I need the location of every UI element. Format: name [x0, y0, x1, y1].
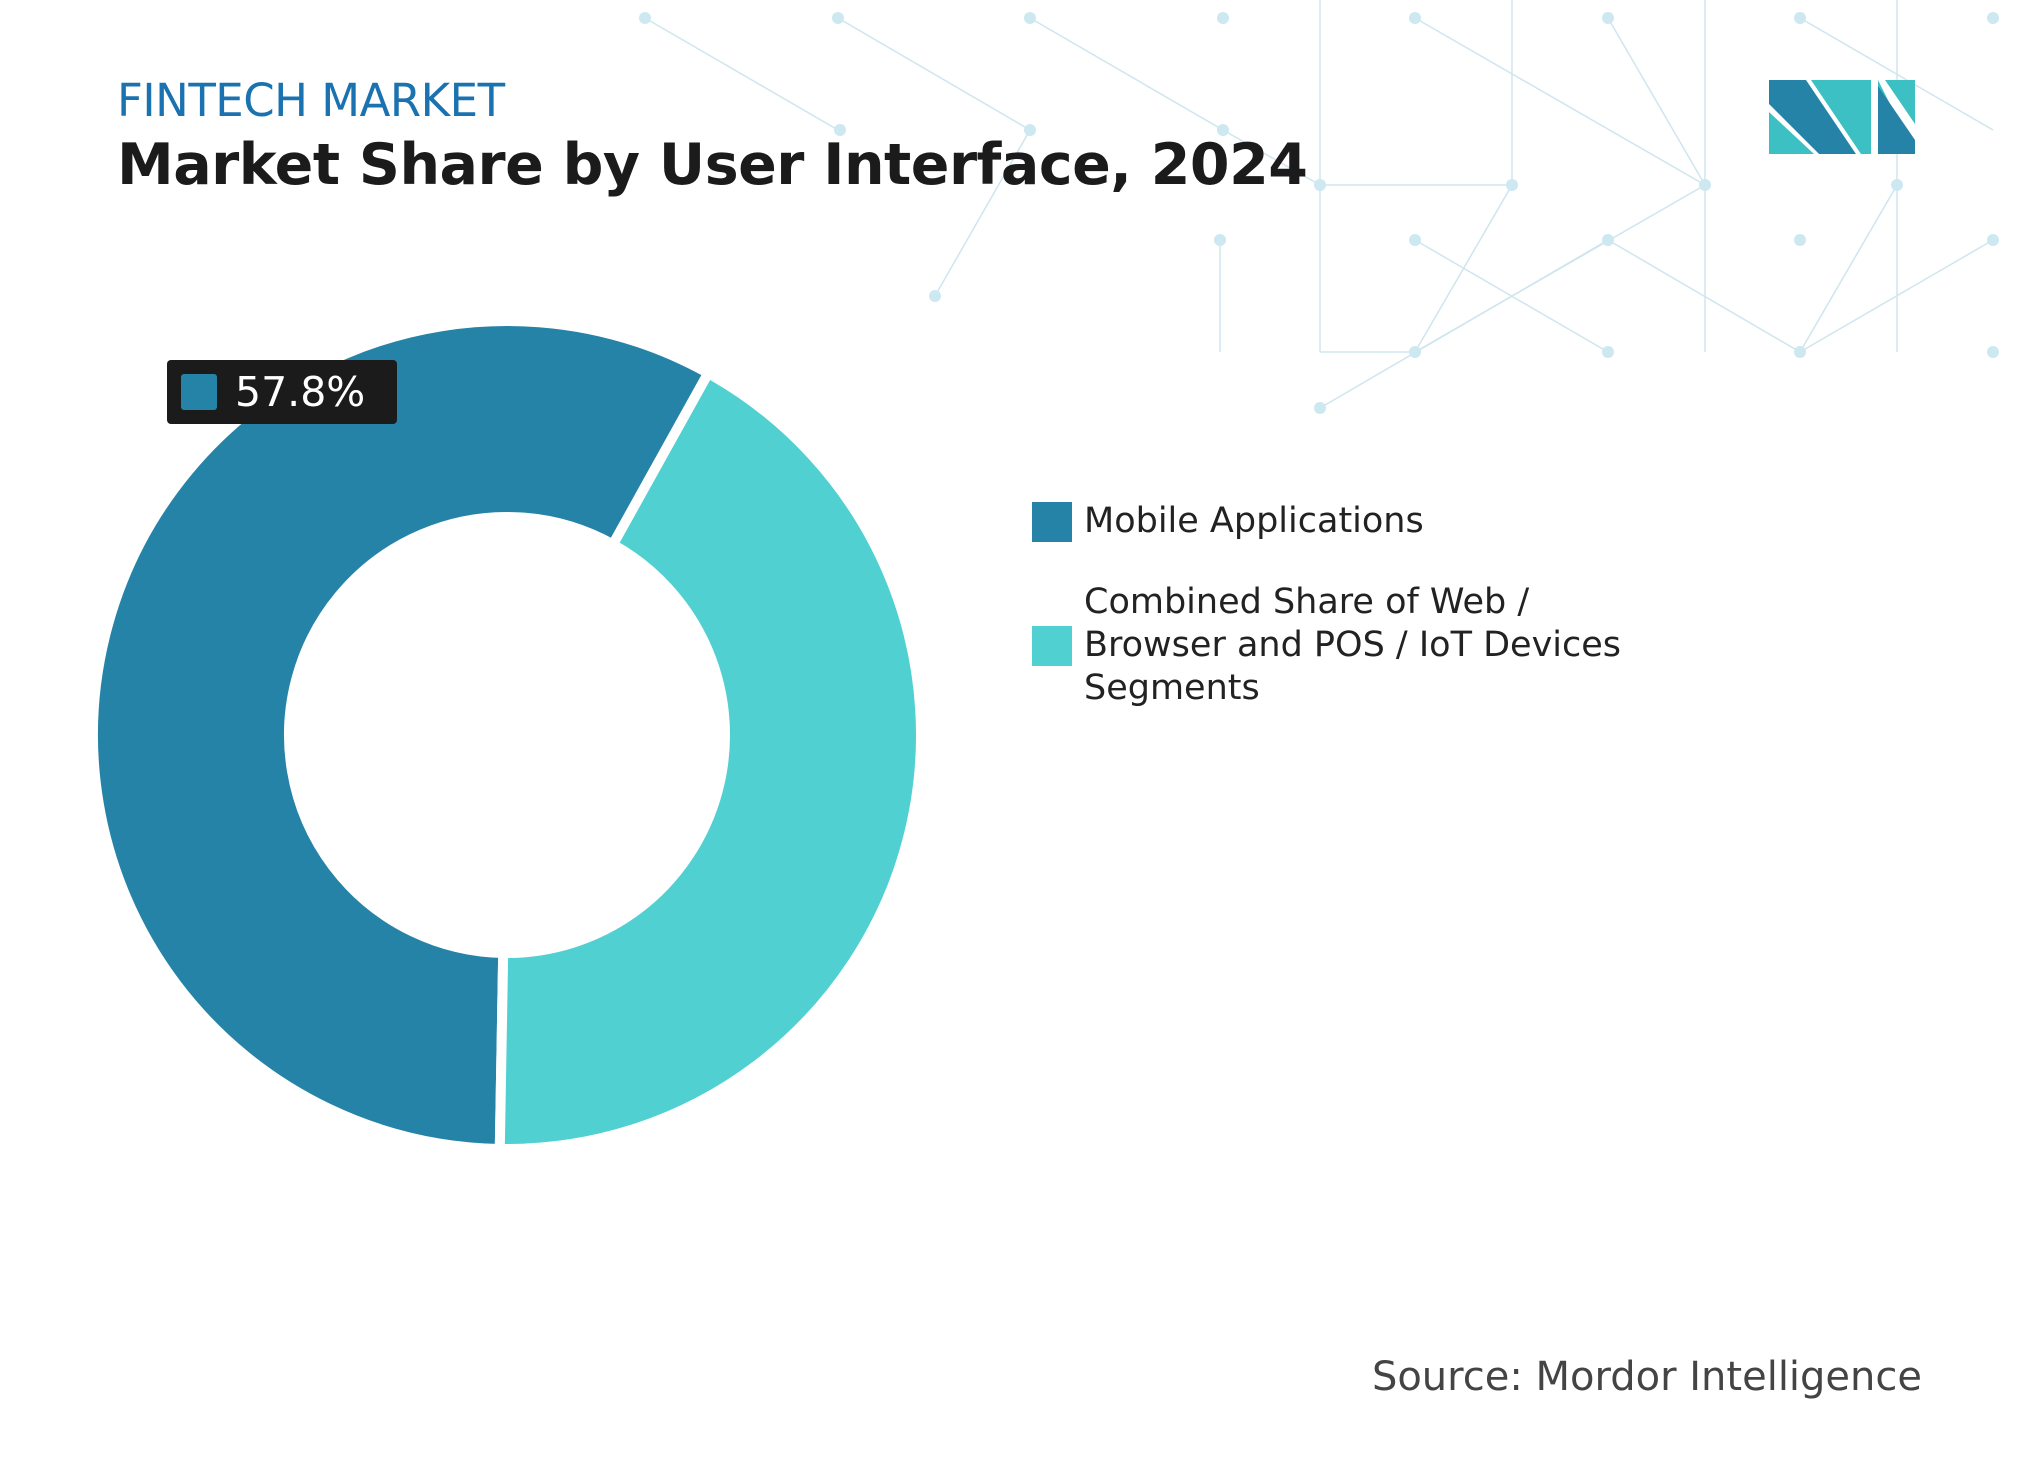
pattern-line: [1414, 17, 1706, 186]
legend-swatch: [1032, 625, 1072, 666]
donut-slice[interactable]: [88, 316, 716, 1155]
pattern-dot: [1314, 402, 1326, 414]
pattern-dot: [1314, 179, 1326, 191]
legend-item[interactable]: Mobile Applications: [1032, 500, 1644, 543]
pattern-dot: [1987, 12, 1999, 24]
source-note: Source: Mordor Intelligence: [1371, 1354, 1922, 1400]
pattern-dot: [1506, 179, 1518, 191]
pattern-dot: [1217, 124, 1229, 136]
chart-kicker: FINTECH MARKET: [117, 74, 505, 127]
legend-swatch: [1032, 501, 1072, 542]
pattern-line: [1607, 239, 1801, 353]
pattern-line: [1607, 17, 1706, 186]
pattern-line: [837, 17, 1031, 131]
pattern-dot: [1891, 179, 1903, 191]
pattern-line: [1029, 17, 1224, 131]
chart-title: Market Share by User Interface, 2024: [117, 132, 1308, 198]
legend-label: Mobile Applications: [1084, 501, 1424, 541]
pattern-dot: [1602, 234, 1614, 246]
pattern-dot: [1024, 12, 1036, 24]
pattern-line: [644, 17, 839, 131]
pattern-dot: [1794, 234, 1806, 246]
pattern-dot: [834, 124, 846, 136]
pattern-dot: [1794, 346, 1806, 358]
pattern-dot: [929, 290, 941, 302]
pattern-dot: [1024, 124, 1036, 136]
pattern-dot: [1409, 346, 1421, 358]
pattern-dot: [832, 12, 844, 24]
data-label: 57.8%: [235, 368, 366, 416]
pattern-dot: [1987, 346, 1999, 358]
legend-item[interactable]: Combined Share of Web / Browser and POS …: [1032, 581, 1644, 710]
donut-chart: [88, 316, 927, 1155]
donut-slice[interactable]: [494, 366, 927, 1154]
pattern-dot: [1409, 234, 1421, 246]
pattern-dot: [1987, 234, 1999, 246]
pattern-dot: [1217, 12, 1229, 24]
pattern-dot: [1409, 12, 1421, 24]
pattern-dot: [1602, 346, 1614, 358]
legend-label: Combined Share of Web / Browser and POS …: [1084, 582, 1622, 708]
pattern-dot: [1602, 12, 1614, 24]
pattern-line: [1799, 184, 1898, 353]
mordor-logo: [1769, 80, 1915, 154]
pattern-dot: [1794, 12, 1806, 24]
pattern-line: [1222, 129, 1321, 186]
pattern-line: [1319, 239, 1609, 409]
pattern-dot: [1699, 179, 1711, 191]
legend: Mobile Applications Combined Share of We…: [1032, 500, 1644, 748]
pattern-line: [934, 129, 1031, 297]
pattern-dot: [1214, 234, 1226, 246]
tooltip-swatch: [181, 374, 217, 410]
pattern-dot: [639, 12, 651, 24]
data-label-tooltip: 57.8%: [167, 360, 397, 424]
